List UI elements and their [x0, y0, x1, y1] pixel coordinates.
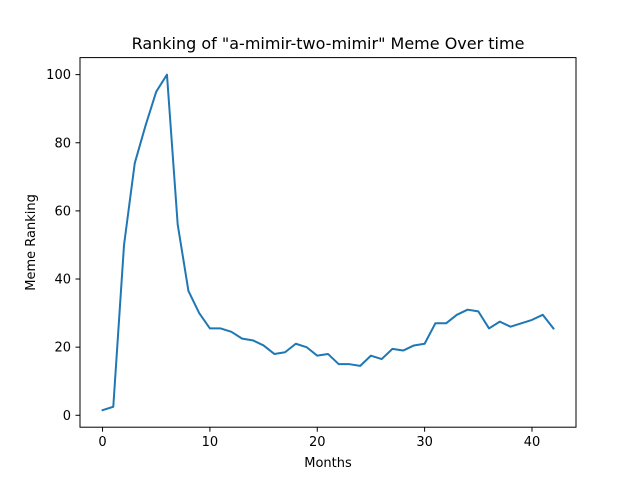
y-tick-label: 60: [54, 204, 71, 219]
ticks-layer: 0 10 20 30 40 0 20 40 60 80 100: [46, 68, 540, 450]
x-tick-label: 20: [309, 435, 326, 450]
y-axis-label: Meme Ranking: [24, 194, 39, 291]
y-tick-label: 100: [46, 68, 71, 83]
plot-frame: [79, 57, 577, 428]
series-line: [101, 73, 555, 412]
y-tick-label: 0: [63, 409, 71, 424]
chart-title: Ranking of "a-mimir-two-mimir" Meme Over…: [132, 34, 525, 53]
x-tick-label: 30: [416, 435, 433, 450]
x-tick-label: 40: [524, 435, 541, 450]
x-tick-label: 0: [98, 435, 106, 450]
series-layer: [101, 73, 555, 412]
y-tick-label: 40: [54, 273, 71, 288]
x-axis-label: Months: [304, 456, 352, 471]
y-tick-label: 20: [54, 341, 71, 356]
x-tick-label: 10: [202, 435, 219, 450]
y-tick-label: 80: [54, 136, 71, 151]
